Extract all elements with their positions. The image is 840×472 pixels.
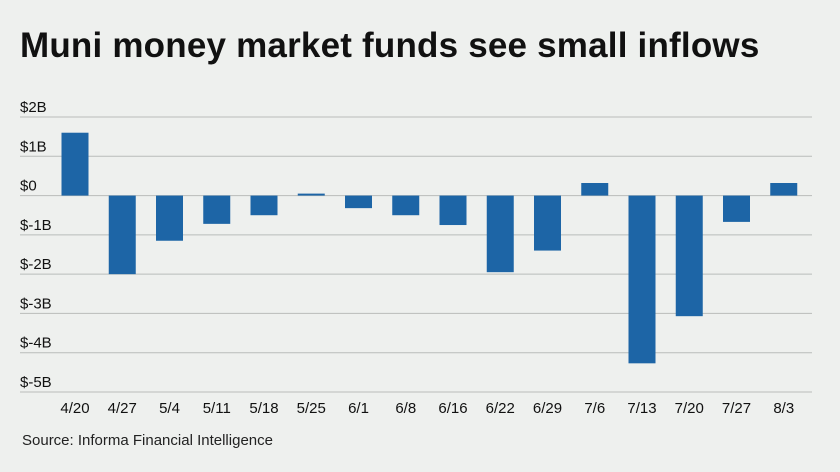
bar-7-27 [723, 195, 750, 222]
bar-6-16 [439, 195, 467, 226]
x-tick-label: 7/27 [722, 400, 751, 417]
y-tick-label: $-4B [20, 335, 52, 352]
y-tick-label: $-2B [20, 256, 52, 273]
x-tick-label: 5/25 [297, 400, 326, 417]
y-tick-label: $0 [20, 178, 37, 195]
x-tick-label: 7/20 [675, 400, 704, 417]
bar-6-29 [534, 195, 561, 251]
bar-5-4 [156, 195, 183, 241]
x-tick-label: 6/1 [348, 400, 369, 417]
x-tick-label: 7/13 [627, 400, 656, 417]
y-tick-label: $-1B [20, 217, 52, 234]
y-tick-label: $2B [20, 99, 47, 116]
x-axis-labels: 4/20 4/27 5/4 5/11 5/18 5/25 6/1 6/8 6/16 6/22 6/2… [60, 400, 794, 417]
bar-7-6 [581, 183, 609, 196]
bars [61, 132, 798, 364]
x-tick-label: 6/8 [395, 400, 416, 417]
bar-5-18 [250, 195, 278, 216]
x-tick-label: 8/3 [773, 400, 794, 417]
x-tick-label: 5/4 [159, 400, 180, 417]
bar-7-20 [675, 195, 703, 317]
bar-6-8 [392, 195, 420, 216]
x-tick-label: 5/11 [203, 400, 231, 417]
bar-5-25 [297, 193, 325, 196]
bar-5-11 [203, 195, 231, 224]
bar-6-1 [345, 195, 372, 209]
bar-6-22 [486, 195, 514, 273]
y-tick-label: $-3B [20, 295, 52, 312]
chart-title: Muni money market funds see small inflow… [20, 26, 760, 65]
bar-7-13 [628, 195, 656, 364]
bar-4-20 [61, 132, 89, 196]
x-tick-label: 6/16 [438, 400, 467, 417]
bar-8-3 [770, 183, 798, 196]
y-tick-label: $-5B [20, 374, 52, 391]
source-note: Source: Informa Financial Intelligence [22, 432, 273, 449]
bar-4-27 [108, 195, 136, 275]
x-tick-label: 4/27 [108, 400, 137, 417]
x-tick-label: 7/6 [584, 400, 605, 417]
x-tick-label: 6/22 [486, 400, 515, 417]
y-axis-labels: $2B $1B $0 $-1B $-2B $-3B $-4B $-5B [20, 99, 52, 391]
y-tick-label: $1B [20, 138, 47, 155]
x-tick-label: 6/29 [533, 400, 562, 417]
x-tick-label: 4/20 [60, 400, 89, 417]
x-tick-label: 5/18 [249, 400, 278, 417]
